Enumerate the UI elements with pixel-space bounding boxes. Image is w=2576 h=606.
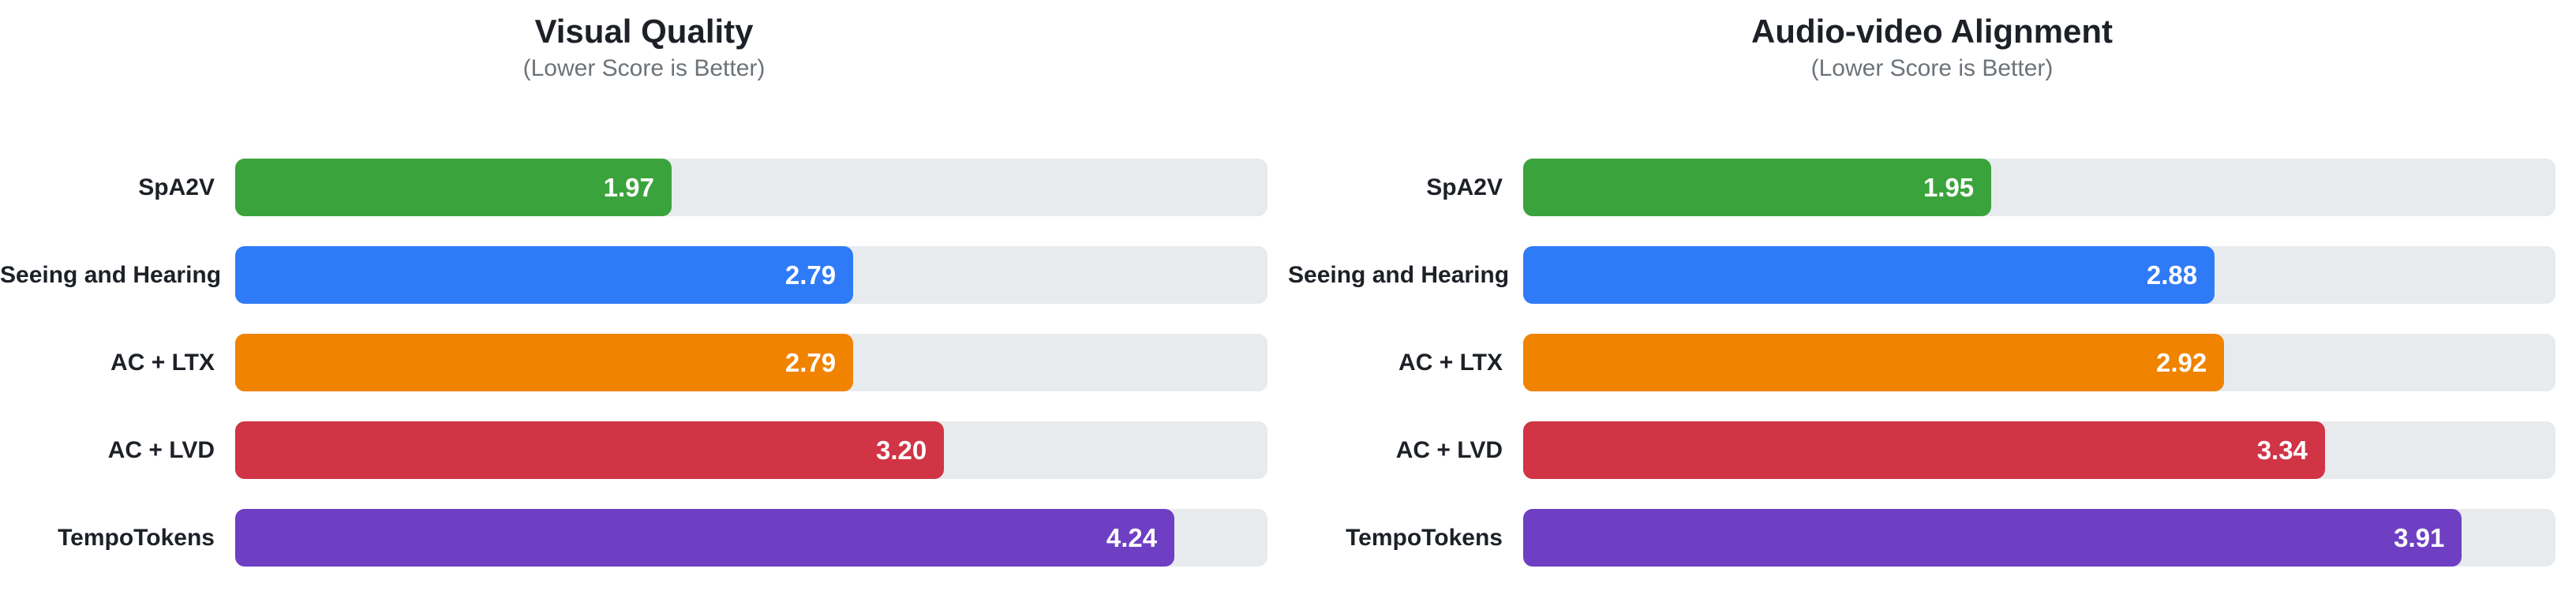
bar-fill: 2.88 (1523, 246, 2215, 304)
bar-value-label: 2.88 (2146, 260, 2198, 290)
bar-fill: 1.97 (235, 159, 672, 216)
bar-row: Seeing and Hearing 2.79 (0, 246, 1288, 304)
bar-rows: SpA2V 1.97 Seeing and Hearing 2.79 AC + … (0, 159, 1288, 567)
bar-track: 2.88 (1523, 246, 2555, 304)
bar-fill: 3.20 (235, 421, 945, 479)
category-label: TempoTokens (58, 524, 215, 551)
bar-track: 3.34 (1523, 421, 2555, 479)
bar-value-label: 3.34 (2256, 435, 2308, 465)
bar-row: TempoTokens 4.24 (0, 509, 1288, 567)
bar-value-label: 3.20 (875, 435, 927, 465)
category-label: SpA2V (138, 174, 215, 200)
bar-row: AC + LVD 3.20 (0, 421, 1288, 479)
bar-value-label: 4.24 (1106, 522, 1158, 552)
chart-title: Audio-video Alignment (1750, 13, 2114, 50)
bar-fill: 3.34 (1523, 421, 2325, 479)
bar-row: AC + LTX 2.92 (1288, 334, 2576, 391)
category-label: TempoTokens (1346, 524, 1503, 551)
bar-fill: 1.95 (1523, 159, 1992, 216)
category-label: SpA2V (1426, 174, 1503, 200)
bar-track: 2.79 (235, 246, 1267, 304)
category-label: Seeing and Hearing (0, 261, 222, 288)
bar-row: AC + LTX 2.79 (0, 334, 1288, 391)
bar-value-label: 3.91 (2394, 522, 2445, 552)
bar-row: TempoTokens 3.91 (1288, 509, 2576, 567)
bar-track: 2.92 (1523, 334, 2555, 391)
bar-track: 4.24 (235, 509, 1267, 567)
category-label: AC + LTX (110, 349, 215, 376)
bar-row: Seeing and Hearing 2.88 (1288, 246, 2576, 304)
bar-fill: 3.91 (1523, 509, 2462, 567)
bar-fill: 2.79 (235, 334, 854, 391)
bar-row: AC + LVD 3.34 (1288, 421, 2576, 479)
bar-value-label: 1.95 (1923, 172, 1975, 202)
category-label: AC + LVD (1395, 436, 1503, 463)
bar-value-label: 1.97 (603, 172, 654, 202)
chart-subtitle: (Lower Score is Better) (522, 55, 766, 81)
category-label: AC + LVD (107, 436, 215, 463)
chart-title: Visual Quality (534, 13, 754, 50)
bar-row: SpA2V 1.95 (1288, 159, 2576, 216)
chart-subtitle: (Lower Score is Better) (1810, 55, 2054, 81)
bar-track: 1.95 (1523, 159, 2555, 216)
bar-track: 3.91 (1523, 509, 2555, 567)
chart-audio-video-alignment: Audio-video Alignment (Lower Score is Be… (1288, 0, 2576, 606)
bar-fill: 2.79 (235, 246, 854, 304)
bar-fill: 4.24 (235, 509, 1175, 567)
chart-visual-quality: Visual Quality (Lower Score is Better) S… (0, 13, 1288, 567)
bar-rows: SpA2V 1.95 Seeing and Hearing 2.88 AC + … (1288, 159, 2576, 567)
bar-track: 3.20 (235, 421, 1267, 479)
category-label: Seeing and Hearing (1288, 261, 1510, 288)
bar-track: 1.97 (235, 159, 1267, 216)
bar-row: SpA2V 1.97 (0, 159, 1288, 216)
bar-value-label: 2.92 (2156, 347, 2207, 377)
category-label: AC + LTX (1398, 349, 1503, 376)
bar-value-label: 2.79 (784, 260, 837, 290)
bar-fill: 2.92 (1523, 334, 2225, 391)
bar-track: 2.79 (235, 334, 1267, 391)
bar-value-label: 2.79 (784, 347, 837, 377)
